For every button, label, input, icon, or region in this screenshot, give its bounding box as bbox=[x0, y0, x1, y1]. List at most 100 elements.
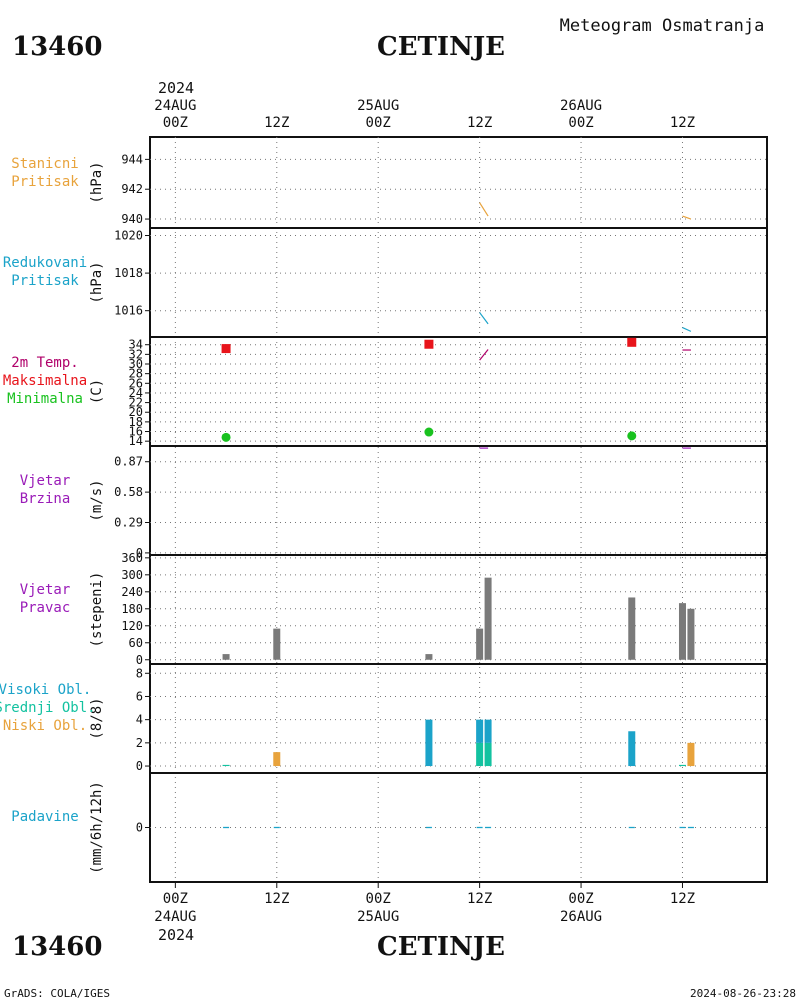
time-tick-bottom-date: 24AUG bbox=[154, 909, 196, 925]
y-tick-label: 22 bbox=[129, 396, 143, 410]
y-tick-label: 360 bbox=[121, 551, 143, 565]
y-tick-label: 944 bbox=[121, 152, 143, 166]
panel-label: Padavine bbox=[11, 809, 78, 825]
y-tick-label: 0.58 bbox=[114, 485, 143, 499]
time-tick-top-hour: 00Z bbox=[366, 115, 391, 131]
time-tick-top-hour: 12Z bbox=[467, 115, 492, 131]
wind-direction-bar bbox=[628, 597, 636, 660]
panel-unit-label: (8/8) bbox=[89, 697, 105, 739]
y-tick-label: 0.29 bbox=[114, 516, 143, 530]
timestamp: 2024-08-26-23:28 bbox=[690, 987, 796, 1000]
time-tick-top-date: 25AUG bbox=[357, 98, 399, 114]
wind-direction-bar bbox=[484, 577, 492, 660]
panel-unit-label: (m/s) bbox=[89, 479, 105, 521]
panel-label: Srednji Obl. bbox=[0, 700, 96, 716]
temp-max-marker bbox=[627, 337, 637, 347]
time-tick-bottom-date: 25AUG bbox=[357, 909, 399, 925]
time-tick-top-date: 26AUG bbox=[560, 98, 602, 114]
y-tick-label: 0 bbox=[136, 821, 143, 835]
y-tick-label: 300 bbox=[121, 568, 143, 582]
panel-unit-label: (C) bbox=[89, 379, 105, 404]
panel-unit-label: (mm/6h/12h) bbox=[89, 781, 105, 874]
temp-min-marker bbox=[221, 432, 231, 442]
panel-label: Minimalna bbox=[7, 391, 83, 407]
cloud-high-bar bbox=[425, 719, 433, 767]
time-tick-top-date: 24AUG bbox=[154, 98, 196, 114]
cloud-low-bar bbox=[273, 752, 281, 767]
time-tick-bottom-hour: 12Z bbox=[264, 891, 289, 907]
station-name-top: CETINJE bbox=[377, 32, 505, 62]
time-tick-bottom-hour: 12Z bbox=[670, 891, 695, 907]
bottom-year-label: 2024 bbox=[158, 926, 194, 944]
y-tick-label: 0 bbox=[136, 759, 143, 773]
temp-min-marker bbox=[627, 431, 637, 441]
cloud-low-bar bbox=[687, 742, 695, 767]
meteogram-subtitle: Meteogram Osmatranja bbox=[560, 16, 765, 36]
panel-label: Redukovani bbox=[3, 255, 87, 271]
y-tick-label: 16 bbox=[129, 425, 143, 439]
time-tick-bottom-hour: 00Z bbox=[366, 891, 391, 907]
cloud-mid-bar bbox=[222, 764, 230, 767]
series-line bbox=[682, 327, 692, 332]
y-tick-label: 1020 bbox=[114, 229, 143, 243]
series-line bbox=[682, 215, 692, 220]
y-tick-label: 18 bbox=[129, 415, 143, 429]
panel-label: Pritisak bbox=[11, 273, 79, 289]
y-tick-label: 26 bbox=[129, 376, 143, 390]
time-tick-bottom-hour: 12Z bbox=[467, 891, 492, 907]
series-line bbox=[479, 202, 489, 217]
panel-label: Visoki Obl. bbox=[0, 682, 91, 698]
y-tick-label: 20 bbox=[129, 405, 143, 419]
y-tick-label: 1016 bbox=[114, 304, 143, 318]
y-tick-label: 1018 bbox=[114, 266, 143, 280]
y-tick-label: 0 bbox=[136, 546, 143, 560]
cloud-mid-bar bbox=[476, 742, 484, 767]
y-tick-label: 4 bbox=[136, 713, 143, 727]
temp-min-marker bbox=[424, 427, 434, 437]
wind-direction-bar bbox=[425, 654, 433, 660]
time-tick-bottom-hour: 00Z bbox=[163, 891, 188, 907]
y-tick-label: 0 bbox=[136, 653, 143, 667]
y-tick-label: 14 bbox=[129, 434, 143, 448]
time-tick-bottom-hour: 00Z bbox=[568, 891, 593, 907]
y-tick-label: 32 bbox=[129, 347, 143, 361]
panel-unit-label: (hPa) bbox=[89, 261, 105, 303]
y-tick-label: 6 bbox=[136, 689, 143, 703]
wind-direction-bar bbox=[273, 628, 281, 660]
cloud-mid-bar bbox=[484, 742, 492, 767]
time-tick-top-hour: 00Z bbox=[568, 115, 593, 131]
plot-area: 00Z24AUG00Z24AUG12Z12Z00Z25AUG00Z25AUG12… bbox=[0, 98, 768, 925]
cloud-mid-bar bbox=[678, 764, 686, 767]
panel-label: Stanicni bbox=[11, 156, 78, 172]
y-tick-label: 120 bbox=[121, 619, 143, 633]
station-id-bottom: 13460 bbox=[12, 932, 102, 962]
cloud-high-bar bbox=[628, 731, 636, 767]
y-tick-label: 34 bbox=[129, 338, 143, 352]
time-tick-top-hour: 12Z bbox=[264, 115, 289, 131]
series-line bbox=[479, 349, 489, 361]
y-tick-label: 8 bbox=[136, 666, 143, 680]
y-tick-label: 2 bbox=[136, 736, 143, 750]
plot-frame bbox=[149, 136, 768, 883]
panel-label: Vjetar bbox=[20, 473, 71, 489]
panel-unit-label: (hPa) bbox=[89, 161, 105, 203]
panel-label: 2m Temp. bbox=[11, 355, 78, 371]
y-tick-label: 240 bbox=[121, 585, 143, 599]
time-tick-top-hour: 00Z bbox=[163, 115, 188, 131]
panel-label: Maksimalna bbox=[3, 373, 87, 389]
y-tick-label: 942 bbox=[121, 182, 143, 196]
panel-label: Pritisak bbox=[11, 174, 79, 190]
wind-direction-bar bbox=[678, 603, 686, 660]
station-id-top: 13460 bbox=[12, 32, 102, 62]
panel-label: Niski Obl. bbox=[3, 718, 87, 734]
panel-label: Brzina bbox=[20, 491, 71, 507]
time-tick-bottom-date: 26AUG bbox=[560, 909, 602, 925]
y-tick-label: 60 bbox=[129, 636, 143, 650]
temp-max-marker bbox=[424, 339, 434, 349]
grads-credit: GrADS: COLA/IGES bbox=[4, 987, 110, 1000]
station-name-bottom: CETINJE bbox=[377, 932, 505, 962]
y-tick-label: 180 bbox=[121, 602, 143, 616]
y-tick-label: 28 bbox=[129, 367, 143, 381]
panel-label: Vjetar bbox=[20, 582, 71, 598]
